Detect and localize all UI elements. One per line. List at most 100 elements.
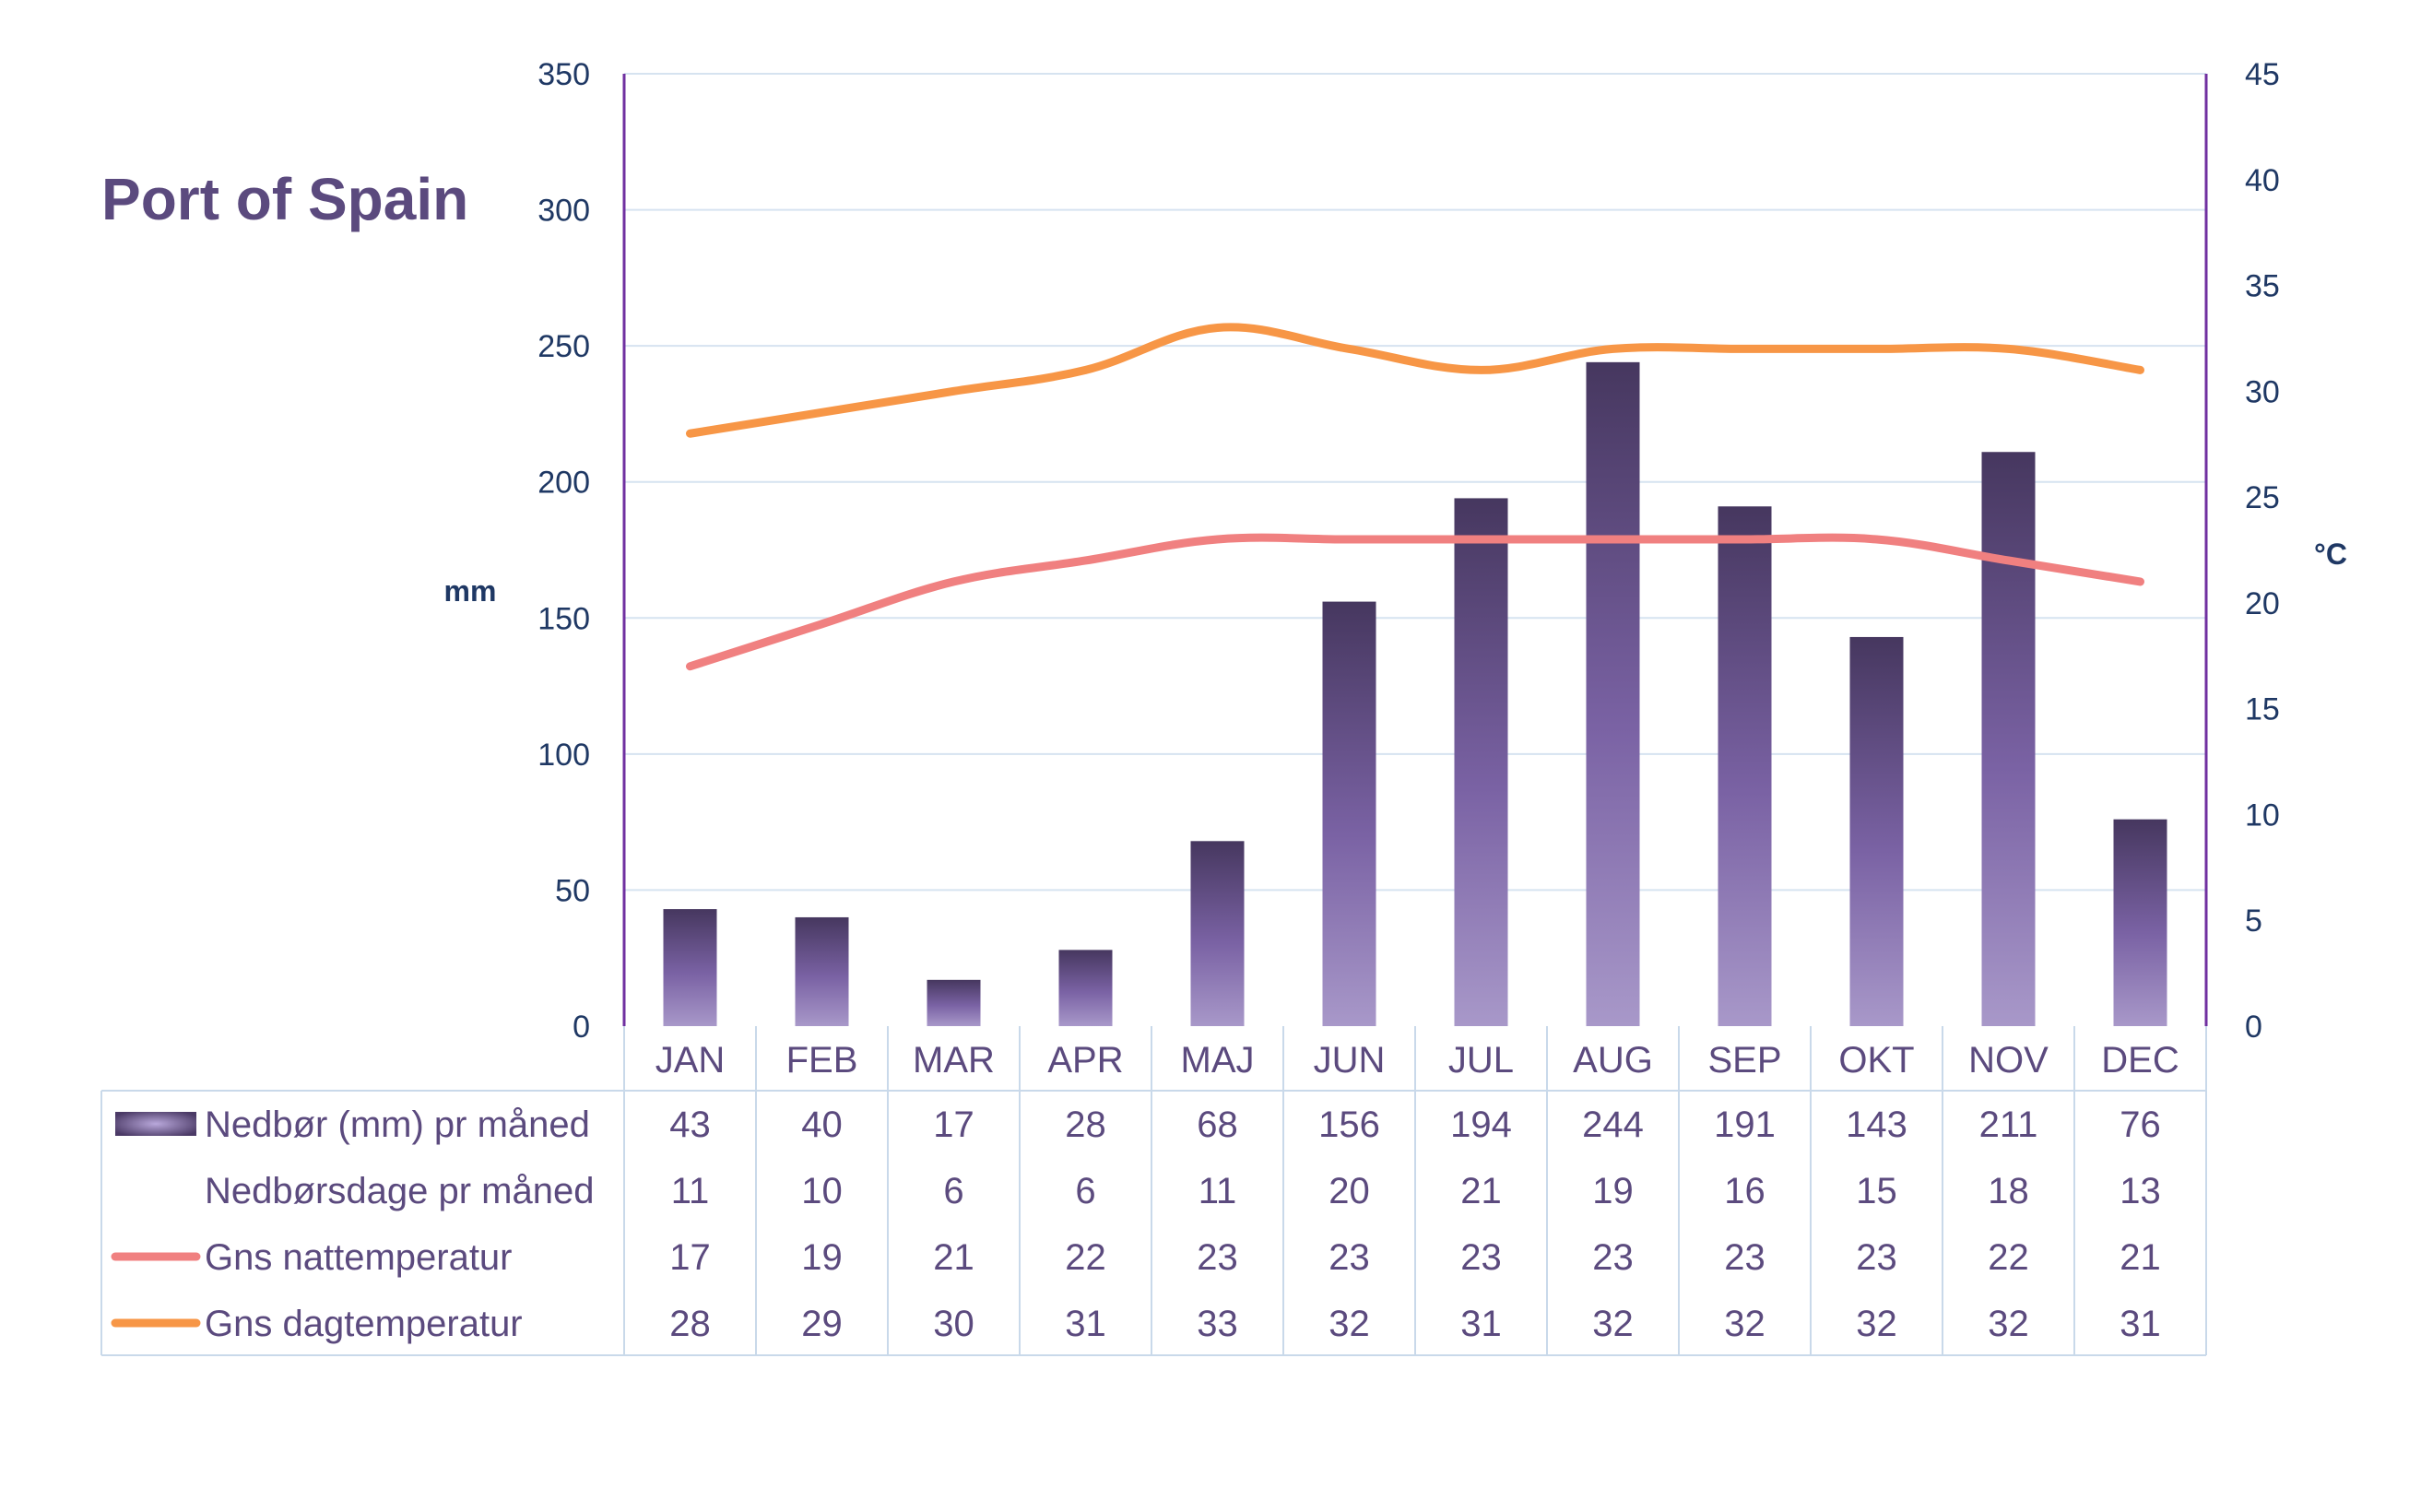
chart-title: Port of Spain: [101, 166, 468, 232]
table-cell: 29: [801, 1304, 843, 1344]
left-tick-label: 150: [537, 601, 590, 636]
table-cell: 23: [1856, 1237, 1897, 1278]
table-cell: 19: [1592, 1171, 1634, 1211]
table-cell: 156: [1318, 1104, 1380, 1145]
table-cell: 30: [933, 1304, 974, 1344]
table-cell: 28: [1065, 1104, 1106, 1145]
table-cell: 15: [1856, 1171, 1897, 1211]
precipitation-bar: [1058, 950, 1113, 1026]
left-axis-label: mm: [444, 574, 497, 608]
table-cell: 22: [1065, 1237, 1106, 1278]
category-label: JAN: [655, 1040, 726, 1081]
left-axis-ticks: 0 50 100 150 200 250 300 350: [537, 57, 590, 1045]
precipitation-bar: [1849, 636, 1904, 1026]
category-label: SEP: [1707, 1040, 1781, 1081]
series-label: Nedbør (mm) pr måned: [205, 1104, 590, 1145]
right-tick-label: 20: [2245, 586, 2280, 621]
right-tick-label: 15: [2245, 692, 2280, 727]
table-cell: 143: [1846, 1104, 1907, 1145]
right-tick-label: 25: [2245, 480, 2280, 515]
precipitation-bar: [1454, 498, 1508, 1026]
left-tick-label: 300: [537, 194, 590, 229]
category-label: DEC: [2101, 1040, 2179, 1081]
table-cell: 23: [1592, 1237, 1634, 1278]
precipitation-bar: [2113, 819, 2167, 1026]
precipitation-bar: [1322, 601, 1376, 1026]
table-cell: 191: [1714, 1104, 1776, 1145]
category-label: FEB: [786, 1040, 858, 1081]
table-cell: 31: [2120, 1304, 2161, 1344]
table-cell: 21: [933, 1237, 974, 1278]
left-tick-label: 250: [537, 329, 590, 364]
series-label: Gns dagtemperatur: [205, 1304, 523, 1344]
category-label: APR: [1047, 1040, 1123, 1081]
table-cell: 23: [1197, 1237, 1238, 1278]
category-label: NOV: [1968, 1040, 2049, 1081]
table-cell: 21: [2120, 1237, 2161, 1278]
category-label: JUL: [1448, 1040, 1514, 1081]
right-axis-ticks: 0 5 10 15 20 25 30 35 40 45: [2245, 57, 2280, 1045]
table-cell: 19: [801, 1237, 843, 1278]
table-cell: 76: [2120, 1104, 2161, 1145]
table-cell: 31: [1065, 1304, 1106, 1344]
table-cell: 23: [1460, 1237, 1502, 1278]
table-cell: 21: [1460, 1171, 1502, 1211]
category-label: MAJ: [1181, 1040, 1255, 1081]
left-tick-label: 100: [537, 738, 590, 773]
right-tick-label: 5: [2245, 904, 2262, 939]
precipitation-bar: [1586, 361, 1640, 1026]
table-cell: 22: [1988, 1237, 2029, 1278]
temperature-lines: [686, 323, 2144, 671]
table-cell: 6: [1075, 1171, 1095, 1211]
legend-key-bars: [115, 1112, 196, 1136]
table-cell: 194: [1450, 1104, 1512, 1145]
precipitation-bars: [663, 361, 2167, 1027]
left-tick-label: 350: [537, 57, 590, 92]
table-cell: 11: [1199, 1171, 1237, 1211]
table-cell: 13: [2120, 1171, 2161, 1211]
precipitation-bar: [795, 916, 849, 1026]
table-cell: 211: [1979, 1104, 2038, 1145]
right-tick-label: 10: [2245, 797, 2280, 833]
table-cell: 6: [943, 1171, 963, 1211]
night-temperature-line: [686, 533, 2144, 671]
table-cell: 20: [1328, 1171, 1370, 1211]
table-cell: 32: [1988, 1304, 2029, 1344]
left-tick-label: 200: [537, 466, 590, 501]
table-cell: 32: [1592, 1304, 1634, 1344]
table-cell: 11: [671, 1171, 710, 1211]
data-table: JAN FEB MAR APR MAJ JUN JUL AUG SEP OKT NOV DEC Nedb…: [100, 1026, 2207, 1356]
right-tick-label: 30: [2245, 374, 2280, 409]
table-cell: 32: [1856, 1304, 1897, 1344]
table-cell: 43: [669, 1104, 711, 1145]
table-cell: 10: [801, 1171, 843, 1211]
precipitation-bar: [1981, 452, 2036, 1027]
table-cell: 23: [1724, 1237, 1765, 1278]
table-cell: 18: [1988, 1171, 2029, 1211]
category-label: AUG: [1573, 1040, 1653, 1081]
table-cell: 68: [1197, 1104, 1238, 1145]
table-cell: 32: [1328, 1304, 1370, 1344]
category-label: OKT: [1838, 1040, 1914, 1081]
right-tick-label: 45: [2245, 57, 2280, 92]
table-cell: 33: [1197, 1304, 1238, 1344]
left-tick-label: 50: [555, 873, 590, 908]
precipitation-bar: [1718, 506, 1772, 1026]
table-cell: 31: [1460, 1304, 1502, 1344]
right-tick-label: 35: [2245, 269, 2280, 304]
category-label: MAR: [913, 1040, 995, 1081]
table-cell: 17: [669, 1237, 711, 1278]
gridlines: [624, 73, 2206, 892]
table-cell: 40: [801, 1104, 843, 1145]
category-label: JUN: [1314, 1040, 1386, 1081]
left-tick-label: 0: [573, 1010, 590, 1045]
precipitation-bar: [927, 979, 981, 1026]
day-temperature-line: [686, 323, 2144, 438]
table-cell: 32: [1724, 1304, 1765, 1344]
precipitation-bar: [663, 909, 717, 1026]
table-cell: 17: [933, 1104, 974, 1145]
table-cell: 28: [669, 1304, 711, 1344]
precipitation-bar: [1190, 841, 1245, 1026]
right-axis-label: °C: [2314, 537, 2347, 571]
